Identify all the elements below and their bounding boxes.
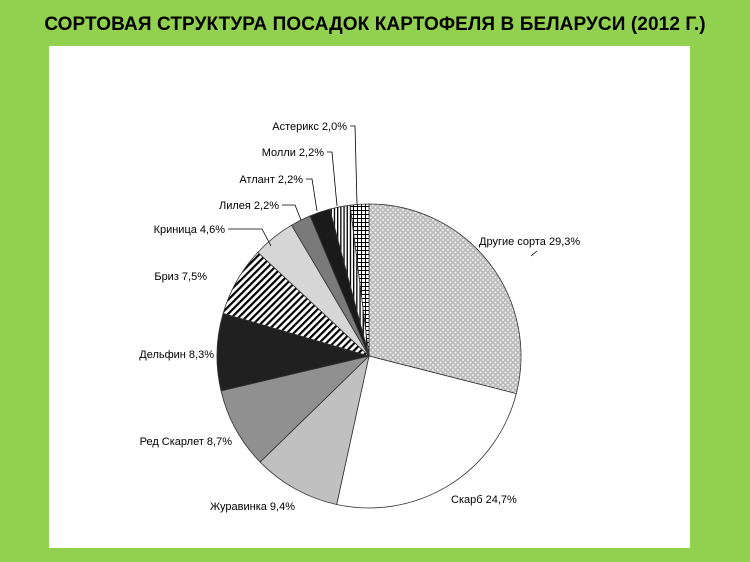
slice-label-5: Дельфин 8,3% [139, 349, 214, 361]
leader-line-10 [327, 151, 338, 207]
slice-label-6: Бриз 7,5% [154, 271, 207, 283]
slice-label-1: Другие сорта 29,3% [479, 236, 580, 248]
leader-line-11 [350, 125, 358, 205]
slice-label-10: Молли 2,2% [262, 147, 324, 159]
leader-line-9 [306, 178, 318, 212]
slice-label-4: Ред Скарлет 8,7% [140, 436, 233, 448]
slice-label-7: Криница 4,6% [154, 224, 226, 236]
pie-labels: Другие сорта 29,3% Скарб 24,7% Журавинка 9… [139, 121, 580, 513]
pie-slice-11 [349, 203, 370, 357]
chart-panel: Другие сорта 29,3% Скарб 24,7% Журавинка 9… [49, 46, 690, 548]
pie-slice-3 [259, 354, 370, 505]
pie-chart: Другие сорта 29,3% Скарб 24,7% Журавинка 9… [139, 121, 580, 513]
slice-label-9: Атлант 2,2% [239, 174, 303, 186]
slice-label-11: Астерикс 2,0% [272, 121, 347, 133]
pie-slice-2 [336, 355, 517, 509]
leader-line-7 [228, 228, 272, 247]
slice-label-8: Лилея 2,2% [219, 200, 279, 212]
slice-label-3: Журавинка 9,4% [210, 501, 295, 513]
leader-line-1 [530, 250, 538, 257]
slice-label-2: Скарб 24,7% [451, 494, 517, 506]
pie-slices [216, 203, 522, 509]
pie-slice-1 [368, 203, 522, 395]
slide-title: СОРТОВАЯ СТРУКТУРА ПОСАДОК КАРТОФЕЛЯ В Б… [44, 14, 706, 35]
leader-line-8 [282, 204, 302, 221]
